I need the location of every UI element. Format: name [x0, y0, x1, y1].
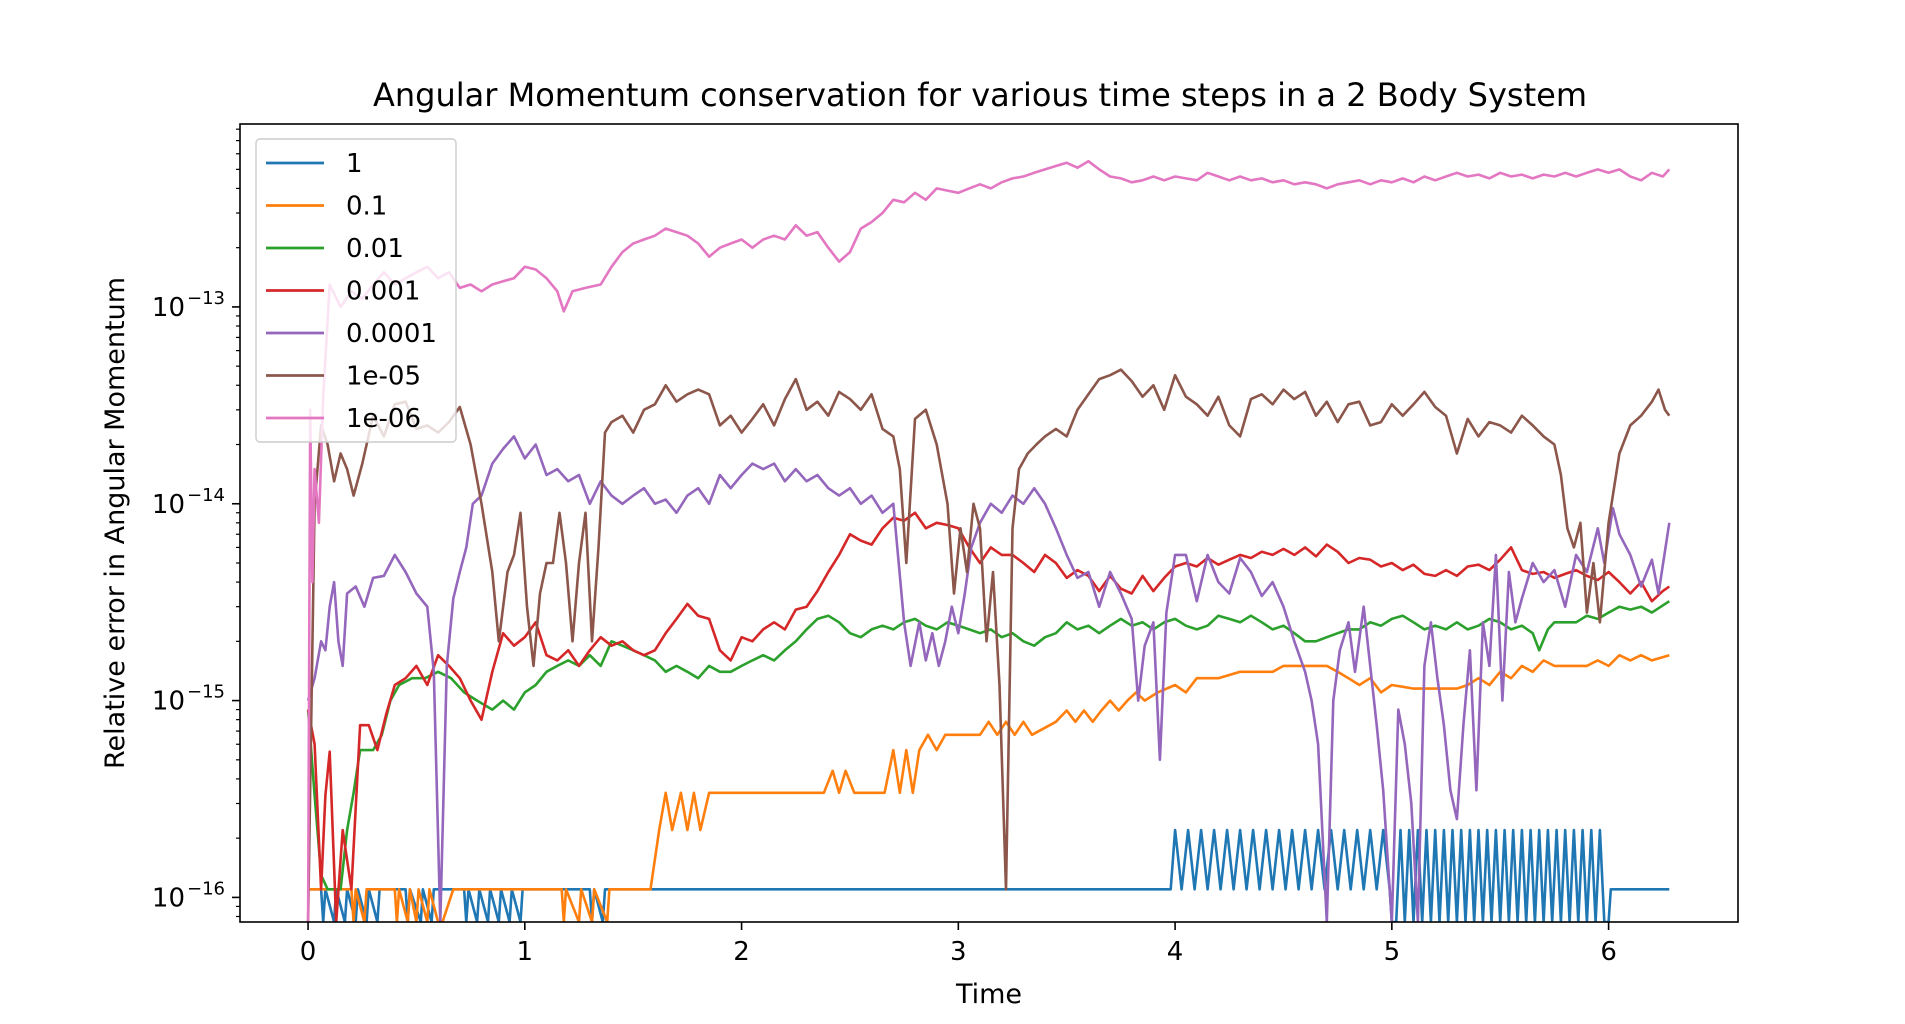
- legend-label-3: 0.001: [346, 277, 420, 307]
- legend-label-4: 0.0001: [346, 319, 437, 349]
- y-tick-exponent: −15: [187, 682, 225, 703]
- series-line-4: [306, 435, 1671, 922]
- x-axis-label: Time: [955, 979, 1022, 1010]
- y-tick-exponent: −13: [187, 288, 225, 309]
- x-tick-label: 3: [950, 937, 967, 967]
- series-line-2: [306, 600, 1671, 891]
- chart-title: Angular Momentum conservation for variou…: [373, 76, 1587, 114]
- y-tick-exponent: −16: [187, 878, 225, 899]
- legend-label-5: 1e-05: [346, 362, 421, 392]
- y-tick-label: 10: [152, 293, 185, 323]
- legend-label-1: 0.1: [346, 192, 387, 222]
- x-tick-label: 0: [300, 937, 317, 967]
- series-line-6: [306, 159, 1671, 922]
- legend: 1 0.1 0.01 0.001 0.0001 1e-05 1e-06: [255, 138, 457, 443]
- x-axis: 0 1 2 3 4 5 6: [300, 922, 1617, 967]
- x-tick-label: 1: [517, 937, 534, 967]
- x-tick-label: 5: [1384, 937, 1401, 967]
- series-layer: [306, 159, 1671, 922]
- legend-label-6: 1e-06: [346, 404, 421, 434]
- legend-box: [255, 138, 457, 443]
- series-line-5: [306, 368, 1671, 922]
- y-tick-label: 10: [152, 883, 185, 913]
- x-tick-label: 4: [1167, 937, 1184, 967]
- legend-label-2: 0.01: [346, 234, 404, 264]
- y-axis-label: Relative error in Angular Momentum: [100, 277, 131, 769]
- y-tick-exponent: −14: [187, 485, 225, 506]
- x-tick-label: 6: [1600, 937, 1617, 967]
- y-tick-label: 10: [152, 490, 185, 520]
- legend-label-0: 1: [346, 149, 363, 179]
- x-tick-label: 2: [733, 937, 750, 967]
- y-tick-label: 10: [152, 687, 185, 717]
